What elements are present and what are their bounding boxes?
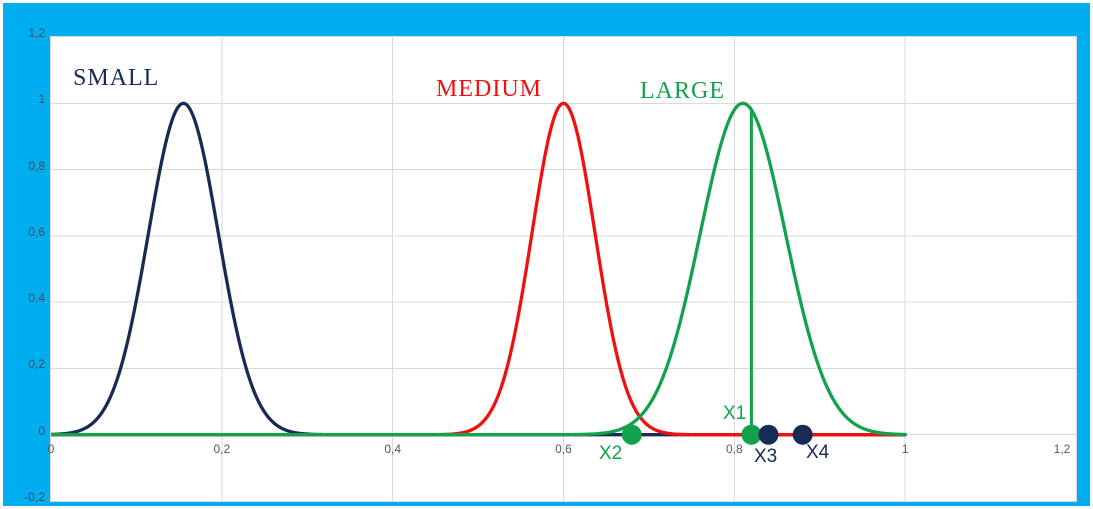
curve-small <box>51 101 907 437</box>
marker-dot-x2 <box>621 424 642 445</box>
marker-label-x4: X4 <box>806 442 830 463</box>
marker-label-x1: X1 <box>723 403 747 424</box>
y-tick-label: -0,2 <box>24 490 45 504</box>
x-tick-label: 0,6 <box>555 442 572 456</box>
x-tick-label: 0 <box>47 442 55 456</box>
marker-label-x3: X3 <box>754 446 778 467</box>
marker-label-x2: X2 <box>599 443 623 464</box>
y-tick-label: 1,2 <box>28 26 45 40</box>
y-tick-label: 0 <box>38 423 45 438</box>
x-tick-label: 0,4 <box>384 442 401 456</box>
chart-canvas <box>51 37 1076 501</box>
marker-dot-x4 <box>792 424 813 445</box>
series-label-medium: MEDIUM <box>436 76 542 102</box>
x-tick-label: 0,2 <box>213 442 231 456</box>
y-tick-label: 0,4 <box>28 291 45 306</box>
marker-dot-x3 <box>758 424 779 445</box>
x-tick-label: 1,2 <box>1053 442 1071 456</box>
curve-large <box>51 101 907 437</box>
series-label-small: SMALL <box>73 65 160 91</box>
x-tick-label: 0,8 <box>725 442 743 456</box>
curve-medium <box>51 101 907 437</box>
y-tick-label: 1 <box>38 92 45 107</box>
y-tick-label: 0,6 <box>28 224 45 239</box>
series-label-large: LARGE <box>640 78 725 104</box>
x-tick-label: 1 <box>901 442 909 456</box>
marker-dot-x1 <box>741 424 762 445</box>
y-tick-label: 0,2 <box>28 357 45 372</box>
y-tick-label: 0,8 <box>28 158 45 173</box>
plot-area: SMALL MEDIUM LARGE X1 X2 X3 X4 0 0,2 0,4 0,… <box>48 36 1077 502</box>
